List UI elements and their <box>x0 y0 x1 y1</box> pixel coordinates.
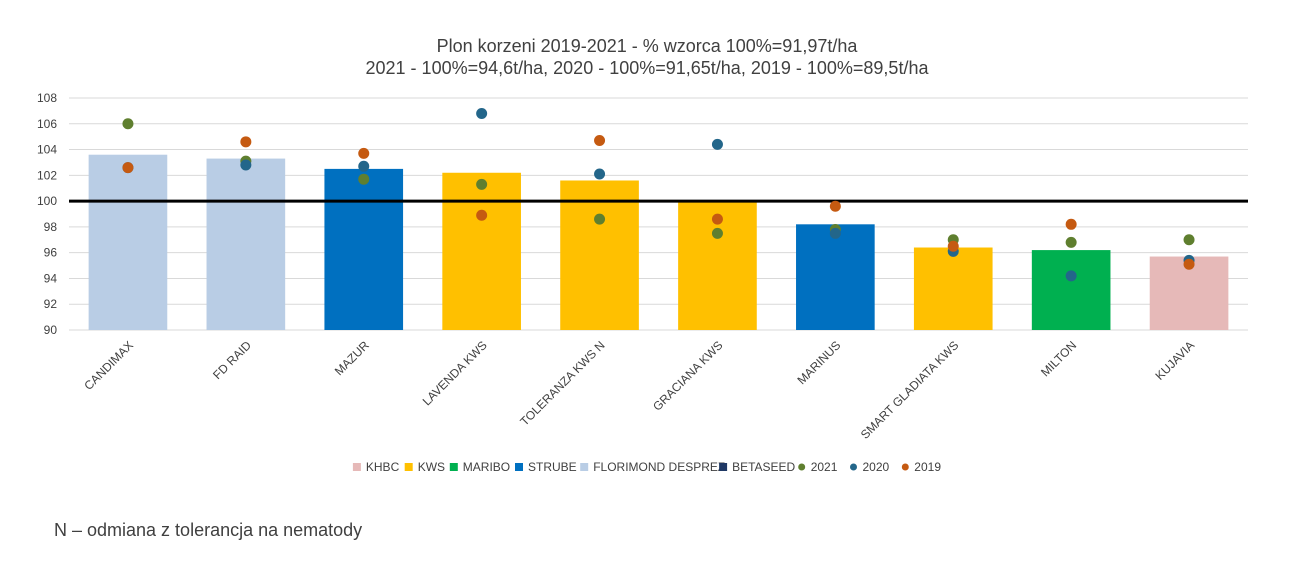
y-tick-label: 96 <box>44 246 58 260</box>
legend-item-maribo: MARIBO <box>449 460 510 474</box>
bar-mazur <box>324 168 404 330</box>
x-tick-label: LAVENDA KWS <box>420 338 490 408</box>
bars <box>88 154 1229 330</box>
x-tick-label: KUJAVIA <box>1153 338 1198 383</box>
legend: KHBC KWS MARIBO STRUBE FLORIMOND DESPREZ BETA… <box>352 460 941 474</box>
point-2021 <box>594 213 606 225</box>
point-2021 <box>122 118 134 130</box>
y-tick-label: 104 <box>37 143 57 157</box>
legend-item-2019: 2019 <box>901 460 941 474</box>
y-tick-label: 98 <box>44 220 58 234</box>
legend-label: 2021 <box>811 460 838 474</box>
point-2020 <box>476 107 488 119</box>
y-tick-label: 92 <box>44 297 58 311</box>
legend-marker <box>352 463 361 471</box>
legend-label: FLORIMOND DESPREZ <box>593 460 725 474</box>
legend-item-betaseed: BETASEED <box>719 460 796 474</box>
x-tick-label: MAZUR <box>332 338 372 378</box>
legend-item-strube: STRUBE <box>515 460 577 474</box>
legend-item-khbc: KHBC <box>352 460 400 474</box>
bar-lavenda-kws <box>442 172 521 330</box>
chart-title-line-2: 2021 - 100%=94,6t/ha, 2020 - 100%=91,65t… <box>366 58 930 78</box>
bar-fd-raid <box>206 158 286 330</box>
point-2020 <box>829 227 841 239</box>
point-2019 <box>358 147 370 159</box>
x-axis: CANDIMAX FD RAID MAZUR LAVENDA KWS TOLERANZA… <box>81 338 1197 442</box>
point-2019 <box>1065 218 1077 230</box>
x-tick-label: MARINUS <box>794 338 843 387</box>
chart-title-line-1: Plon korzeni 2019-2021 - % wzorca 100%=9… <box>437 36 859 56</box>
point-2019 <box>122 162 134 174</box>
legend-item-2020: 2020 <box>850 460 890 474</box>
y-tick-label: 100 <box>37 194 57 208</box>
point-2020 <box>594 168 606 180</box>
point-2021 <box>358 173 370 185</box>
y-tick-label: 106 <box>37 117 57 131</box>
legend-label: 2020 <box>863 460 890 474</box>
x-tick-label: FD RAID <box>210 338 254 382</box>
y-tick-label: 94 <box>44 271 58 285</box>
point-2020 <box>240 159 252 171</box>
chart: Plon korzeni 2019-2021 - % wzorca 100%=9… <box>37 36 1248 474</box>
footnote: N – odmiana z tolerancja na nematody <box>54 520 363 540</box>
legend-marker <box>798 463 806 471</box>
point-2019 <box>947 240 959 252</box>
point-2019 <box>476 209 488 221</box>
bar-smart-gladiata-kws <box>913 247 993 330</box>
legend-marker <box>449 463 458 471</box>
legend-label: KHBC <box>366 460 400 474</box>
legend-marker <box>580 463 589 471</box>
point-2019 <box>240 136 252 148</box>
legend-marker <box>901 463 909 471</box>
x-tick-label: SMART GLADIATA KWS <box>858 338 962 442</box>
point-2020 <box>711 138 723 150</box>
x-tick-label: TOLERANZA KWS N <box>517 338 607 428</box>
point-2021 <box>711 227 723 239</box>
point-2021 <box>1065 236 1077 248</box>
legend-marker <box>404 463 413 471</box>
legend-label: BETASEED <box>732 460 795 474</box>
bar-toleranza-kws-n <box>560 180 639 330</box>
point-2019 <box>711 213 723 225</box>
legend-marker <box>719 463 728 471</box>
point-2019 <box>1183 258 1195 270</box>
point-2021 <box>1183 234 1195 246</box>
bar-candimax <box>88 154 168 330</box>
point-2019 <box>829 200 841 212</box>
legend-label: STRUBE <box>528 460 577 474</box>
point-2021 <box>476 178 488 190</box>
point-2019 <box>594 135 606 147</box>
legend-label: 2019 <box>914 460 941 474</box>
point-2020 <box>1065 270 1077 282</box>
legend-label: KWS <box>418 460 445 474</box>
legend-marker <box>515 463 523 471</box>
y-tick-label: 90 <box>44 323 58 337</box>
legend-item-2021: 2021 <box>798 460 838 474</box>
legend-item-florimond-desprez: FLORIMOND DESPREZ <box>580 460 725 474</box>
y-tick-label: 102 <box>37 168 57 182</box>
x-tick-label: GRACIANA KWS <box>650 338 725 413</box>
legend-marker <box>850 463 857 471</box>
y-axis: 90 92 94 96 98 100 102 104 106 108 <box>37 91 57 337</box>
legend-item-kws: KWS <box>404 460 445 474</box>
point-2020 <box>358 160 370 172</box>
bar-marinus <box>796 224 875 330</box>
points <box>122 107 1195 282</box>
x-tick-label: CANDIMAX <box>81 338 136 393</box>
legend-label: MARIBO <box>463 460 510 474</box>
x-tick-label: MILTON <box>1038 338 1079 379</box>
bar-milton <box>1031 250 1111 330</box>
y-tick-label: 108 <box>37 91 57 105</box>
